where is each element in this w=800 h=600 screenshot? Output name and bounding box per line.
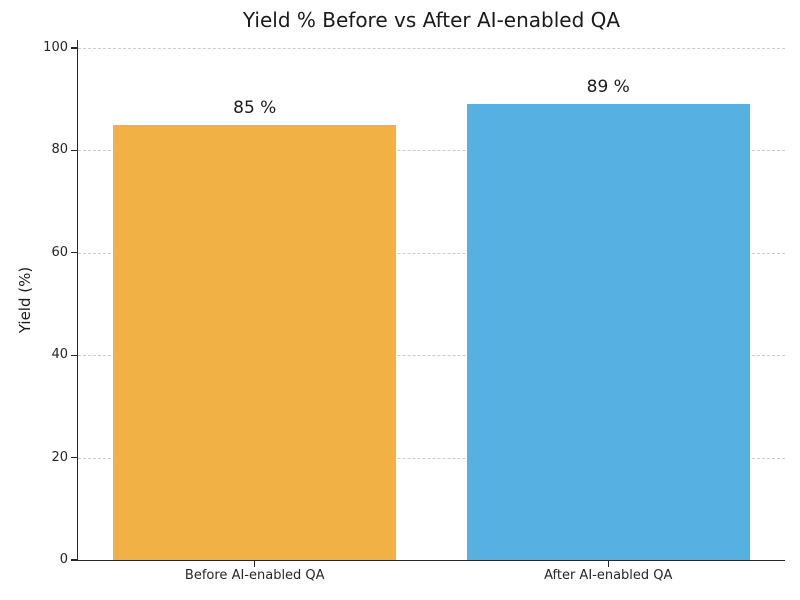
gridline-y100 — [78, 48, 785, 49]
y-tick-mark-0 — [71, 559, 77, 561]
y-tick-label-60: 60 — [51, 244, 68, 260]
y-tick-mark-60 — [71, 252, 77, 254]
bar-1 — [113, 124, 397, 560]
x-tick-mark-1 — [254, 561, 256, 567]
y-tick-mark-20 — [71, 457, 77, 459]
gridline-y20 — [78, 457, 785, 459]
gridline-y60 — [78, 252, 785, 254]
gridline-y40 — [78, 355, 785, 357]
bar-2 — [466, 104, 750, 560]
y-tick-label-0: 0 — [59, 552, 68, 567]
gridline-y80 — [78, 150, 785, 152]
y-tick-label-40: 40 — [51, 347, 68, 363]
x-tick-label-1: Before AI-enabled QA — [184, 568, 325, 583]
y-tick-mark-40 — [71, 354, 77, 356]
y-tick-label-20: 20 — [51, 449, 68, 465]
x-tick-mark-2 — [607, 561, 609, 567]
y-tick-label-100: 100 — [43, 40, 68, 55]
chart-title: Yield % Before vs After AI-enabled QA — [242, 8, 621, 32]
y-tick-mark-100 — [71, 47, 77, 49]
y-tick-label-80: 80 — [51, 142, 68, 158]
bar-value-label-2: 89 % — [586, 77, 630, 98]
x-axis-spine — [77, 560, 785, 562]
y-tick-mark-80 — [71, 149, 77, 151]
bar-value-label-1: 85 % — [233, 97, 277, 118]
y-axis-spine — [77, 40, 79, 561]
x-tick-label-2: After AI-enabled QA — [544, 568, 673, 583]
